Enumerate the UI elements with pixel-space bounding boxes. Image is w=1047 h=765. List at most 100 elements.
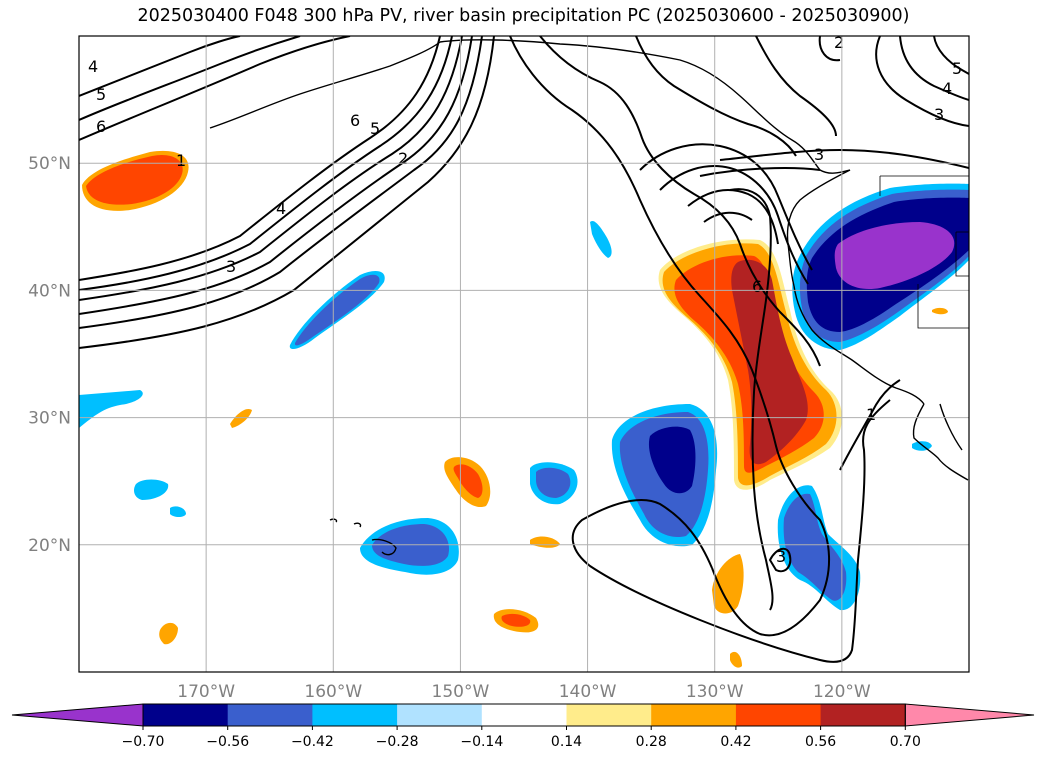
contour-label: 3 xyxy=(226,257,236,276)
pc-region-positive xyxy=(932,307,948,315)
colorbar-extend-min xyxy=(11,703,144,727)
contour-label: 6 xyxy=(350,111,360,130)
colorbar-tick-label: 0.42 xyxy=(720,734,751,750)
pv-contour-line xyxy=(79,36,241,97)
aleutian-islands xyxy=(209,41,441,129)
pv-contour-line xyxy=(729,188,774,611)
pc-region-negative xyxy=(79,390,143,428)
pv-contour-line xyxy=(719,148,969,169)
colorbar-frame xyxy=(142,703,906,727)
coastlines xyxy=(209,39,969,556)
pv-contour-line xyxy=(839,379,901,471)
contour-label: 5 xyxy=(952,59,962,78)
lon-tick-label: 130°W xyxy=(686,682,744,702)
contour-label: 3 xyxy=(934,105,944,124)
contour-label: 4 xyxy=(942,79,952,98)
pc-region-negative xyxy=(834,222,955,290)
pv-contour-line xyxy=(79,36,453,291)
pv-contour-line xyxy=(755,36,837,137)
pv-contour-line xyxy=(768,547,792,573)
pc-region-negative xyxy=(170,506,186,517)
contour-label: 5 xyxy=(370,119,380,138)
pv-contour-line xyxy=(687,189,779,245)
pv-contour-line xyxy=(875,36,969,127)
pv-contour-line xyxy=(818,36,841,62)
longitude-labels: 170°W 160°W 150°W 140°W 130°W 120°W xyxy=(177,682,871,702)
gridlines xyxy=(79,36,969,672)
contour-label: 3 xyxy=(814,145,824,164)
lat-tick-label: 40°N xyxy=(28,281,71,301)
colorbar-extend-max xyxy=(904,703,1035,727)
pc-region-negative xyxy=(294,274,380,346)
pv-contour-line xyxy=(79,36,495,349)
map-title: 2025030400 F048 300 hPa PV, river basin … xyxy=(137,6,910,26)
hawaii-islands xyxy=(329,518,397,556)
pc-region-negative xyxy=(783,493,847,601)
lon-tick-label: 150°W xyxy=(432,682,490,702)
colorbar-tick-label: 0.28 xyxy=(636,734,667,750)
pc-region-positive xyxy=(159,622,178,645)
pc-region-positive xyxy=(230,408,252,428)
coastline-us-west xyxy=(793,285,925,405)
pc-region-positive xyxy=(730,651,742,668)
pv-contour-line xyxy=(635,36,797,157)
colorbar-tick-label: 0.70 xyxy=(890,734,921,750)
colorbar-tick-label: −0.28 xyxy=(376,734,419,750)
colorbar-segment xyxy=(397,704,483,726)
coastline-alaska xyxy=(439,39,851,174)
pv-contour-line xyxy=(659,165,809,285)
colorbar-segment xyxy=(312,704,398,726)
colorbar-segment xyxy=(735,704,822,726)
pv-contour-line xyxy=(79,36,463,301)
pv-contour-line xyxy=(539,36,821,367)
colorbar-tick-label: 0.56 xyxy=(805,734,836,750)
pc-region-negative xyxy=(590,220,612,258)
lon-tick-label: 120°W xyxy=(813,682,871,702)
pv-contour-line xyxy=(571,399,891,663)
colorbar-tick-label: 0.14 xyxy=(551,734,582,750)
colorbar-tick-label: −0.70 xyxy=(122,734,165,750)
colorbar-segment xyxy=(481,704,567,726)
colorbar-tick-label: −0.14 xyxy=(460,734,503,750)
colorbar: −0.70 −0.56 −0.42 −0.28 −0.14 0.14 0.28 0.42 0.5… xyxy=(11,703,1035,750)
colorbar-segment xyxy=(651,704,737,726)
pc-region-negative xyxy=(134,479,169,500)
lon-tick-label: 140°W xyxy=(559,682,617,702)
colorbar-segment xyxy=(566,704,652,726)
coastline-baja-inner xyxy=(939,403,963,451)
pv-contour-line xyxy=(79,36,441,281)
pv-contour-line xyxy=(933,36,969,75)
pv-contours xyxy=(79,36,969,663)
contour-label: 6 xyxy=(96,117,106,136)
pv-contour-line xyxy=(79,36,483,329)
contour-label: 3 xyxy=(776,547,786,566)
colorbar-tick-label: −0.56 xyxy=(206,734,249,750)
pv-contour-line xyxy=(703,211,753,223)
pc-region-positive xyxy=(86,154,183,205)
pv-contour-line xyxy=(79,36,351,141)
state-boundaries xyxy=(879,175,969,329)
contour-label: 2 xyxy=(834,33,844,52)
pc-region-positive xyxy=(501,613,531,627)
colorbar-segment xyxy=(143,704,229,726)
contour-label: 1 xyxy=(866,405,876,424)
coastline-baja xyxy=(912,403,969,481)
pv-contour-line xyxy=(79,36,473,315)
colorbar-segment xyxy=(820,704,906,726)
contour-label: 4 xyxy=(88,57,98,76)
lon-tick-label: 160°W xyxy=(304,682,362,702)
colorbar-tick-label: −0.42 xyxy=(291,734,334,750)
contour-label: 6 xyxy=(752,277,762,296)
lon-tick-label: 170°W xyxy=(177,682,235,702)
pc-region-negative xyxy=(536,467,571,498)
pv-contour-line xyxy=(509,36,830,637)
pc-region-positive xyxy=(731,259,808,465)
pc-region-negative xyxy=(648,426,696,494)
map-frame xyxy=(78,35,970,673)
pv-contour-line xyxy=(699,167,821,177)
pv-contour-line xyxy=(79,36,301,121)
pc-region-positive xyxy=(712,554,744,614)
lat-tick-label: 30°N xyxy=(28,409,71,429)
pv-contour-labels: 4 5 6 6 5 2 4 3 3 2 3 4 5 6 3 1 1 xyxy=(88,33,962,566)
